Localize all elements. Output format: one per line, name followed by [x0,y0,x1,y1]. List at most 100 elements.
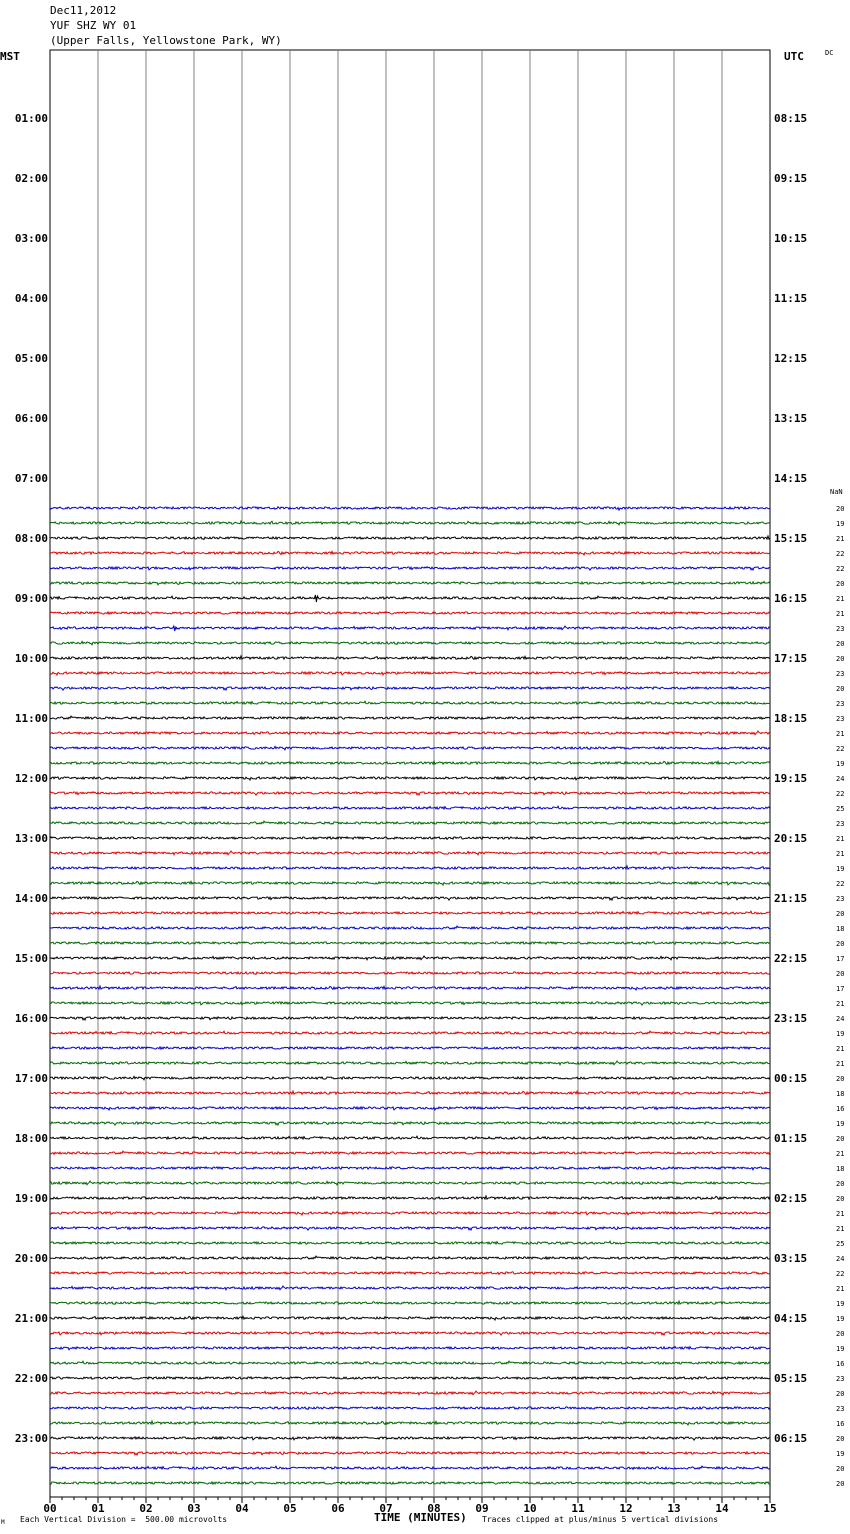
trace-value: 23 [836,1375,844,1383]
trace-68 [49,1075,771,1081]
trace-30 [49,505,770,512]
trace-value: 23 [836,895,844,903]
trace-45 [49,730,771,736]
right-hour-label: 05:15 [774,1372,807,1385]
utc-hour-labels: 08:15 09:15 10:15 11:15 12:15 13:15 14:15 15:15… [774,112,807,1445]
trace-40 [49,654,771,661]
trace-86 [49,1345,771,1351]
trace-51 [50,820,771,826]
trace-value: 20 [836,1135,844,1143]
trace-value: 21 [836,595,844,603]
trace-36 [49,595,771,601]
trace-value: 21 [836,1060,844,1068]
trace-value: 19 [836,865,844,873]
trace-50 [49,805,771,811]
trace-94 [49,1465,771,1471]
trace-85 [49,1330,771,1337]
trace-value: 20 [836,640,844,648]
x-tick-label: 03 [187,1502,200,1515]
trace-47 [49,759,771,766]
trace-82 [49,1285,771,1291]
trace-93 [50,1450,771,1457]
trace-92 [49,1435,771,1441]
x-tick-label: 15 [763,1502,776,1515]
right-hour-label: 21:15 [774,892,807,905]
trace-value: 20 [836,970,844,978]
left-hour-label: 03:00 [15,232,48,245]
trace-value: 20 [836,685,844,693]
trace-value: 20 [836,1180,844,1188]
right-hour-label: 08:15 [774,112,807,125]
left-hour-label: 07:00 [15,472,48,485]
left-hour-label: 18:00 [15,1132,48,1145]
event-mark [172,624,178,632]
right-hour-label: 17:15 [774,652,807,665]
trace-value: 24 [836,1255,844,1263]
trace-75 [49,1180,771,1186]
trace-67 [49,1060,771,1066]
trace-87 [49,1360,771,1366]
trace-43 [49,700,771,706]
trace-value: 20 [836,1465,844,1473]
trace-91 [49,1419,771,1427]
left-hour-label: 09:00 [15,592,48,605]
trace-value: 17 [836,955,844,963]
trace-48 [49,775,771,782]
trace-value: 16 [836,1360,844,1368]
x-tick-label: 07 [379,1502,392,1515]
trace-54 [49,864,771,871]
trace-95 [49,1480,771,1486]
trace-74 [49,1165,770,1171]
seismic-traces [49,505,771,1486]
right-hour-label: 15:15 [774,532,807,545]
trace-value: 23 [836,670,844,678]
trace-value: 19 [836,1315,844,1323]
trace-35 [49,580,771,586]
left-hour-label: 04:00 [15,292,48,305]
right-hour-label: 00:15 [774,1072,807,1085]
trace-value: 17 [836,985,844,993]
trace-value: 23 [836,715,844,723]
trace-38 [49,625,771,631]
left-hour-label: 06:00 [15,412,48,425]
trace-value: 18 [836,925,844,933]
trace-44 [49,715,771,721]
left-hour-label: 02:00 [15,172,48,185]
trace-value: 20 [836,940,844,948]
trace-56 [49,895,771,902]
trace-42 [49,685,771,692]
trace-34 [49,565,771,572]
nan-label: NaN [830,488,843,496]
left-hour-label: 22:00 [15,1372,48,1385]
left-hour-label: 21:00 [15,1312,48,1325]
trace-81 [49,1270,771,1276]
trace-value: 16 [836,1105,844,1113]
trace-78 [49,1225,771,1232]
x-tick-label: 10 [523,1502,536,1515]
right-hour-label: 10:15 [774,232,807,245]
trace-value: 20 [836,1075,844,1083]
trace-65 [49,1030,771,1036]
footer-mark: M [1,1519,5,1526]
trace-83 [49,1299,771,1306]
x-tick-label: 05 [283,1502,296,1515]
trace-84 [49,1315,771,1322]
left-hour-label: 16:00 [15,1012,48,1025]
trace-value: 22 [836,550,844,558]
right-hour-label: 23:15 [774,1012,807,1025]
trace-89 [49,1390,771,1396]
x-tick-label: 12 [619,1502,632,1515]
header-location: (Upper Falls, Yellowstone Park, WY) [50,34,282,47]
trace-70 [49,1105,771,1112]
header-date: Dec11,2012 [50,4,117,17]
trace-value: 21 [836,730,844,738]
right-hour-label: 01:15 [774,1132,807,1145]
trace-value: 25 [836,805,844,813]
trace-77 [49,1210,771,1217]
trace-value: 22 [836,880,844,888]
trace-60 [49,955,771,961]
x-axis-title: TIME (MINUTES) [374,1511,467,1524]
trace-value: 20 [836,655,844,663]
minute-gridlines [49,49,771,1498]
trace-59 [50,941,771,946]
